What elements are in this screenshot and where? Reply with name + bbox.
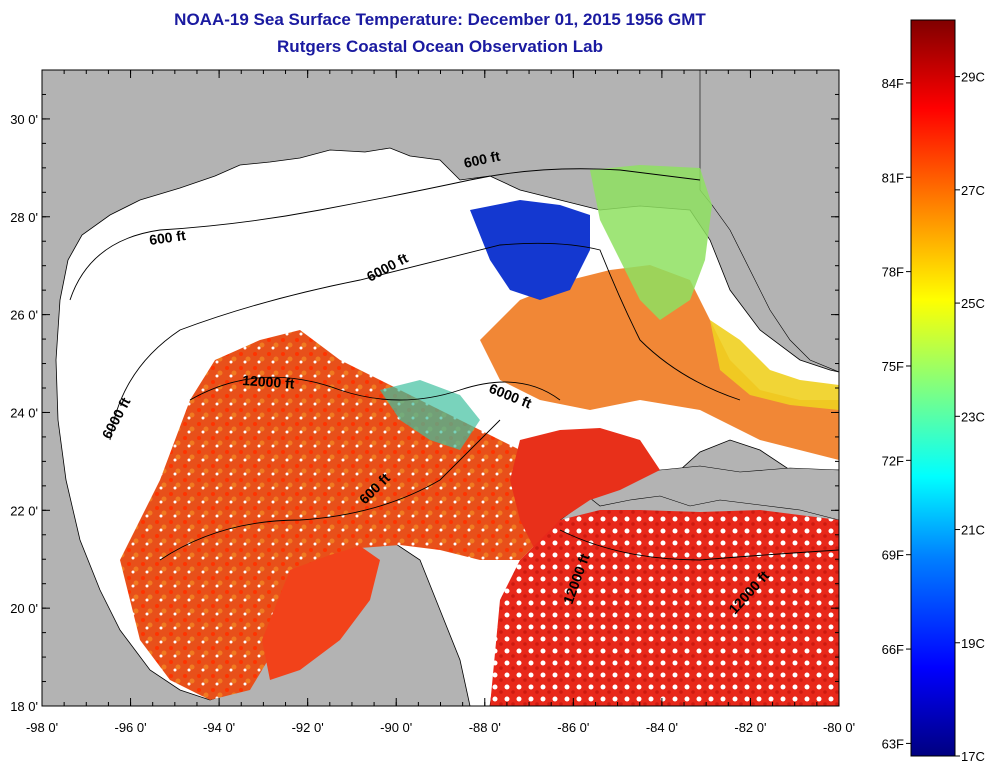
colorbar-fahrenheit-labels: 84F 81F 78F 75F 72F 69F 66F 63F: [882, 76, 911, 751]
sst-central-warm: [510, 428, 660, 560]
sst-eastern-orange: [480, 265, 839, 460]
x-tick-label: -80 0': [823, 720, 855, 735]
sst-green-streaks: [380, 380, 480, 450]
x-tick-label: -84 0': [646, 720, 678, 735]
cuba: [589, 465, 839, 521]
colorbar-fahrenheit-label: 84F: [882, 76, 904, 91]
x-tick-label: -90 0': [380, 720, 412, 735]
colorbar-celsius-label: 29C: [961, 70, 985, 85]
map-title: NOAA-19 Sea Surface Temperature: Decembe…: [174, 10, 706, 29]
map-area: [42, 70, 839, 706]
y-tick-label: 22 0': [10, 503, 38, 518]
y-tick-label: 28 0': [10, 210, 38, 225]
latitude-axis: 18 0' 20 0' 22 0' 24 0' 26 0' 28 0' 30 0': [10, 69, 839, 714]
y-tick-label: 20 0': [10, 601, 38, 616]
colorbar-celsius-label: 23C: [961, 409, 985, 424]
sst-cold-shelf: [470, 200, 590, 300]
colorbar-celsius-labels: 29C 27C 25C 23C 21C 19C 17C: [955, 70, 985, 764]
colorbar-fahrenheit-label: 78F: [882, 265, 904, 280]
contour-label: 12000 ft: [242, 372, 295, 392]
contour-label: 600 ft: [462, 148, 501, 171]
x-tick-label: -82 0': [734, 720, 766, 735]
sst-cool-band: [590, 165, 712, 320]
colorbar-celsius-label: 17C: [961, 749, 985, 764]
colorbar: [910, 19, 956, 757]
sst-yellow-coast: [710, 320, 839, 410]
contour-12000ft: [189, 376, 561, 401]
contour-600ft: [69, 168, 701, 301]
contour-6000ft: [109, 242, 741, 441]
map-subtitle: Rutgers Coastal Ocean Observation Lab: [277, 37, 603, 56]
colorbar-fahrenheit-label: 63F: [882, 736, 904, 751]
colorbar-celsius-label: 21C: [961, 523, 985, 538]
y-tick-label: 30 0': [10, 112, 38, 127]
x-tick-label: -88 0': [469, 720, 501, 735]
x-tick-label: -96 0': [114, 720, 146, 735]
colorbar-celsius-label: 25C: [961, 296, 985, 311]
x-tick-label: -94 0': [203, 720, 235, 735]
colorbar-fahrenheit-label: 75F: [882, 359, 904, 374]
contour-label: 600 ft: [148, 227, 187, 248]
x-tick-label: -86 0': [557, 720, 589, 735]
sst-southern-bay: [262, 546, 380, 680]
colorbar-fahrenheit-label: 72F: [882, 453, 904, 468]
longitude-axis: -98 0' -96 0' -94 0' -92 0' -90 0' -88 0' -86 …: [26, 70, 855, 735]
contour-yucatan: [159, 419, 501, 561]
colorbar-fahrenheit-label: 66F: [882, 642, 904, 657]
y-tick-label: 24 0': [10, 405, 38, 420]
x-tick-label: -92 0': [292, 720, 324, 735]
colorbar-fahrenheit-label: 81F: [882, 170, 904, 185]
y-tick-label: 26 0': [10, 308, 38, 323]
colorbar-celsius-label: 19C: [961, 636, 985, 651]
colorbar-celsius-label: 27C: [961, 183, 985, 198]
colorbar-fahrenheit-label: 69F: [882, 548, 904, 563]
contour-caribbean: [559, 529, 839, 561]
sst-caribbean: [490, 510, 839, 706]
y-tick-label: 18 0': [10, 699, 38, 714]
x-tick-label: -98 0': [26, 720, 58, 735]
